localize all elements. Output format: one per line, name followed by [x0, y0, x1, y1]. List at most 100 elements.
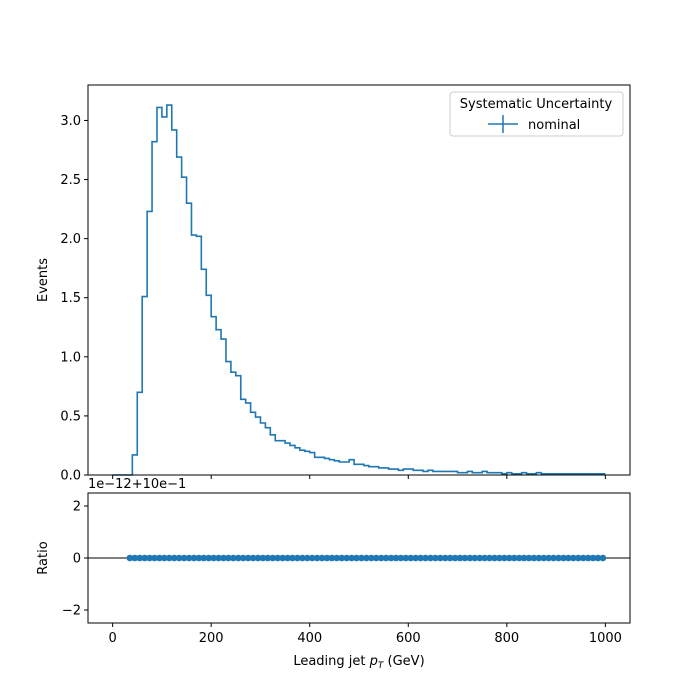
ratio-x-tick-label: 0: [108, 631, 116, 646]
ratio-point: [510, 554, 518, 562]
ratio-point: [570, 554, 577, 562]
ratio-point: [215, 554, 222, 562]
ratio-y-tick-label: 2: [73, 500, 81, 515]
ratio-point: [220, 554, 227, 562]
ratio-point: [397, 554, 405, 562]
ratio-point: [501, 554, 508, 562]
ratio-point: [589, 554, 597, 562]
ratio-point: [456, 554, 464, 562]
ratio-y-tick-label: 0: [73, 552, 81, 567]
histogram-step-line-nominal: [112, 104, 606, 476]
ratio-point: [565, 554, 572, 562]
ratio-point: [392, 554, 400, 562]
ratio-point: [200, 554, 208, 562]
ratio-point: [175, 554, 183, 562]
ratio-point: [545, 554, 552, 562]
ratio-point: [560, 554, 567, 562]
legend-entry-nominal: nominal: [528, 118, 580, 133]
ratio-point: [126, 554, 134, 562]
ratio-point: [427, 554, 434, 562]
ratio-point: [520, 554, 528, 562]
legend-title: Systematic Uncertainty: [460, 97, 613, 112]
ratio-point: [328, 554, 336, 562]
ratio-point: [269, 554, 277, 562]
ratio-point: [249, 554, 257, 562]
ratio-points: [126, 554, 607, 562]
ratio-point: [535, 554, 543, 562]
ratio-y-ticks: −2 0 2: [62, 500, 88, 619]
ratio-point: [131, 554, 139, 562]
ratio-point: [515, 554, 523, 562]
ratio-y-axis-label: Ratio: [36, 541, 51, 574]
ratio-point: [151, 554, 158, 562]
ratio-point: [318, 554, 326, 562]
ratio-point: [156, 554, 163, 562]
ratio-point: [230, 554, 237, 562]
main-panel: 0.0 0.5 1.0 1.5 2.0 2.5 3.0 Events Systematic …: [36, 84, 631, 484]
ratio-point: [363, 554, 370, 562]
ratio-point: [210, 554, 217, 562]
ratio-x-ticks: 0 200 400 600 800 1000: [108, 623, 622, 646]
ratio-x-tick-label: 600: [396, 631, 421, 646]
ratio-point: [348, 554, 355, 562]
legend: Systematic Uncertainty nominal: [449, 91, 624, 137]
ratio-point: [185, 554, 193, 562]
ratio-point: [234, 554, 242, 562]
ratio-x-tick-label: 200: [199, 631, 224, 646]
ratio-point: [146, 554, 153, 562]
x-axis-label: Leading jet pT (GeV): [293, 654, 424, 671]
ratio-point: [274, 554, 282, 562]
ratio-point: [584, 554, 592, 562]
ratio-point: [136, 554, 144, 562]
ratio-point: [540, 554, 548, 562]
ratio-point: [279, 554, 286, 562]
ratio-point: [412, 554, 419, 562]
ratio-point: [481, 554, 488, 562]
ratio-point: [476, 554, 484, 562]
ratio-point: [259, 554, 267, 562]
ratio-x-tick-label: 800: [494, 631, 519, 646]
main-y-tick-label: 2.5: [60, 173, 81, 188]
ratio-point: [225, 554, 232, 562]
ratio-point: [205, 554, 213, 562]
ratio-point: [368, 554, 375, 562]
ratio-point: [471, 554, 479, 562]
ratio-point: [141, 554, 148, 562]
ratio-point: [289, 554, 296, 562]
ratio-point: [180, 554, 188, 562]
main-y-tick-label: 1.5: [60, 291, 81, 306]
main-y-tick-label: 3.0: [60, 114, 81, 129]
ratio-point: [382, 554, 390, 562]
ratio-point: [437, 554, 444, 562]
ratio-point: [166, 554, 173, 562]
ratio-point: [377, 554, 385, 562]
ratio-point: [530, 554, 538, 562]
main-y-tick-label: 2.0: [60, 232, 81, 247]
ratio-point: [303, 554, 311, 562]
ratio-point: [525, 554, 533, 562]
ratio-point: [264, 554, 272, 562]
ratio-point: [491, 554, 498, 562]
ratio-point: [432, 554, 439, 562]
ratio-point: [294, 554, 301, 562]
ratio-point: [254, 554, 262, 562]
ratio-point: [284, 554, 291, 562]
ratio-point: [195, 554, 203, 562]
ratio-point: [446, 554, 454, 562]
ratio-x-tick-label: 1000: [589, 631, 622, 646]
ratio-point: [599, 554, 607, 562]
main-histogram: [112, 104, 606, 476]
main-y-tick-label: 0.5: [60, 409, 81, 424]
ratio-point: [170, 554, 178, 562]
ratio-point: [161, 554, 168, 562]
ratio-point: [239, 554, 247, 562]
ratio-point: [308, 554, 316, 562]
main-x-ticks: [112, 475, 606, 479]
ratio-point: [407, 554, 415, 562]
ratio-point: [441, 554, 449, 562]
ratio-point: [505, 554, 513, 562]
ratio-point: [299, 554, 306, 562]
ratio-point: [579, 554, 587, 562]
main-y-axis-label: Events: [36, 258, 51, 302]
